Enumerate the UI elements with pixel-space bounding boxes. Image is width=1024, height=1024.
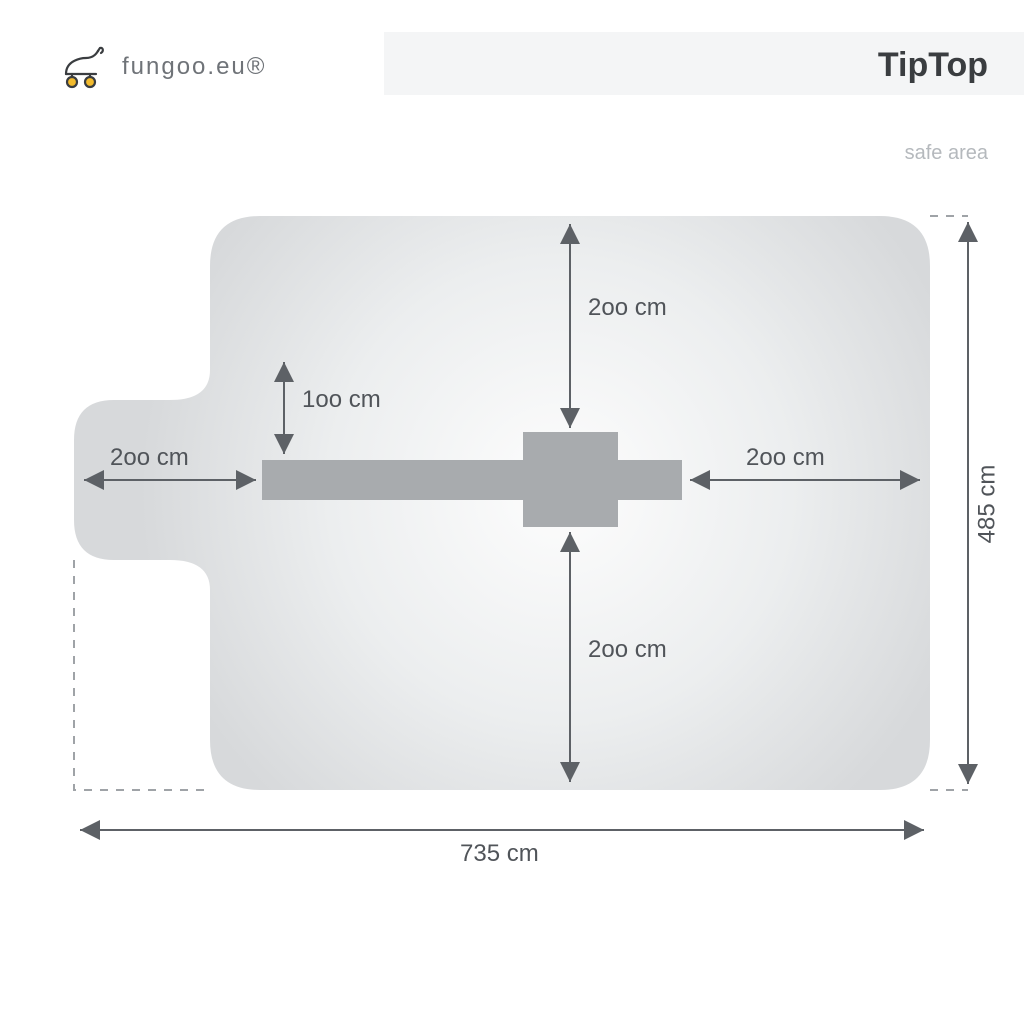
dim-total-width: 735 cm [460,840,539,868]
safe-area-shape [74,216,930,790]
safe-area-diagram [0,0,1024,1024]
dim-top: 2oo cm [588,294,667,322]
equipment-beam [262,460,682,500]
dim-bottom: 2oo cm [588,636,667,664]
equipment-platform [523,432,618,527]
dim-left: 2oo cm [110,444,189,472]
dim-total-height: 485 cm [973,465,1001,544]
dim-right: 2oo cm [746,444,825,472]
dim-small: 1oo cm [302,386,381,414]
